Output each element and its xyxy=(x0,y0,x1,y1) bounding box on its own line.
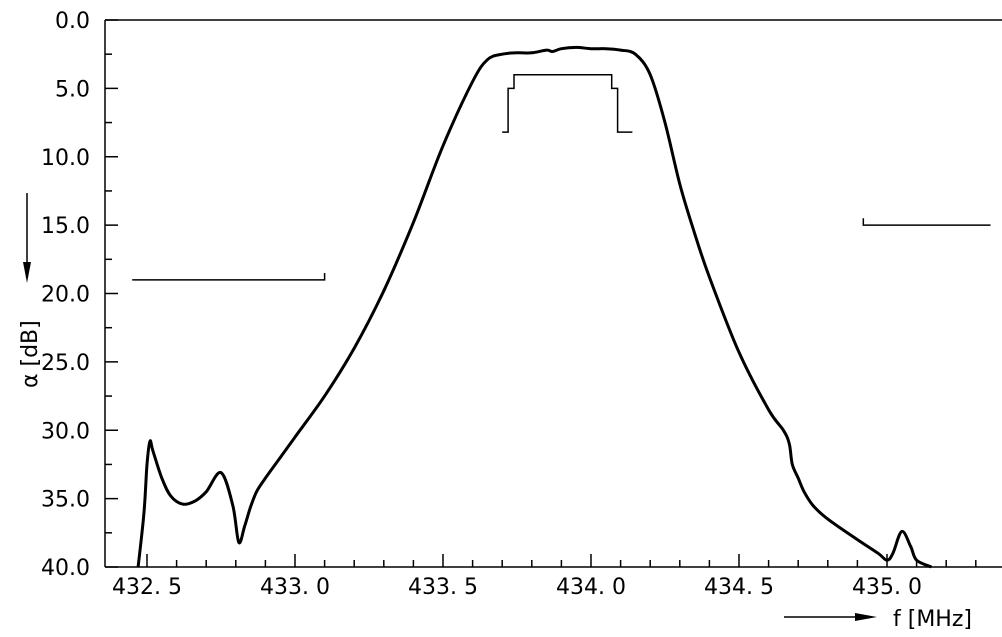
x-axis-label-group: f [MHz] xyxy=(784,607,972,632)
y-tick-label: 35.0 xyxy=(41,488,90,513)
y-axis-label-group: α [dB] xyxy=(18,193,43,388)
x-tick-label: 433. 0 xyxy=(260,575,330,600)
y-tick-label: 30.0 xyxy=(41,419,90,444)
y-axis-arrow-head xyxy=(23,262,31,283)
x-axis-ticks: 432. 5 433. 0 433. 5 434. 0 434. 5 435. 0 xyxy=(112,554,977,600)
y-tick-label: 20.0 xyxy=(41,283,90,308)
y-tick-label: 5.0 xyxy=(55,77,90,102)
x-tick-label: 433. 5 xyxy=(408,575,478,600)
left-stopband-mask xyxy=(132,272,326,281)
plot-frame xyxy=(104,19,1002,568)
y-tick-label: 15.0 xyxy=(41,214,90,239)
passband-mask xyxy=(502,73,633,133)
x-tick-label: 435. 0 xyxy=(852,575,922,600)
series-line xyxy=(136,45,933,569)
y-tick-label: 0.0 xyxy=(55,9,90,34)
y-axis-label: α [dB] xyxy=(18,320,43,388)
x-tick-label: 434. 0 xyxy=(556,575,626,600)
tolerance-mask xyxy=(132,73,991,281)
x-tick-label: 432. 5 xyxy=(112,575,182,600)
x-tick-label: 434. 5 xyxy=(704,575,774,600)
y-tick-label: 25.0 xyxy=(41,351,90,376)
y-tick-label: 40.0 xyxy=(41,556,90,581)
right-stopband-mask xyxy=(862,218,991,226)
y-axis-ticks: 0.0 5.0 10.0 15.0 20.0 25.0 30.0 35.0 40.0 xyxy=(41,9,118,581)
x-axis-label: f [MHz] xyxy=(893,607,972,632)
y-tick-label: 10.0 xyxy=(41,146,90,171)
x-axis-arrow-head xyxy=(855,613,877,621)
